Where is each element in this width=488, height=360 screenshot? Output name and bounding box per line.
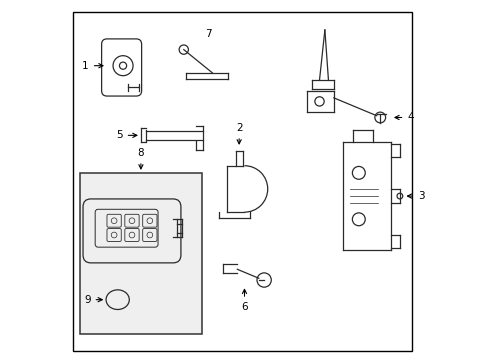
- Text: 7: 7: [205, 28, 212, 39]
- Text: 3: 3: [407, 191, 424, 201]
- Text: 1: 1: [82, 61, 103, 71]
- Text: 6: 6: [241, 289, 247, 312]
- Text: 9: 9: [84, 295, 102, 305]
- Text: 8: 8: [137, 148, 144, 169]
- Bar: [80, 173, 201, 334]
- Text: 2: 2: [235, 123, 242, 144]
- Text: 4: 4: [394, 112, 413, 122]
- Text: 5: 5: [116, 130, 137, 140]
